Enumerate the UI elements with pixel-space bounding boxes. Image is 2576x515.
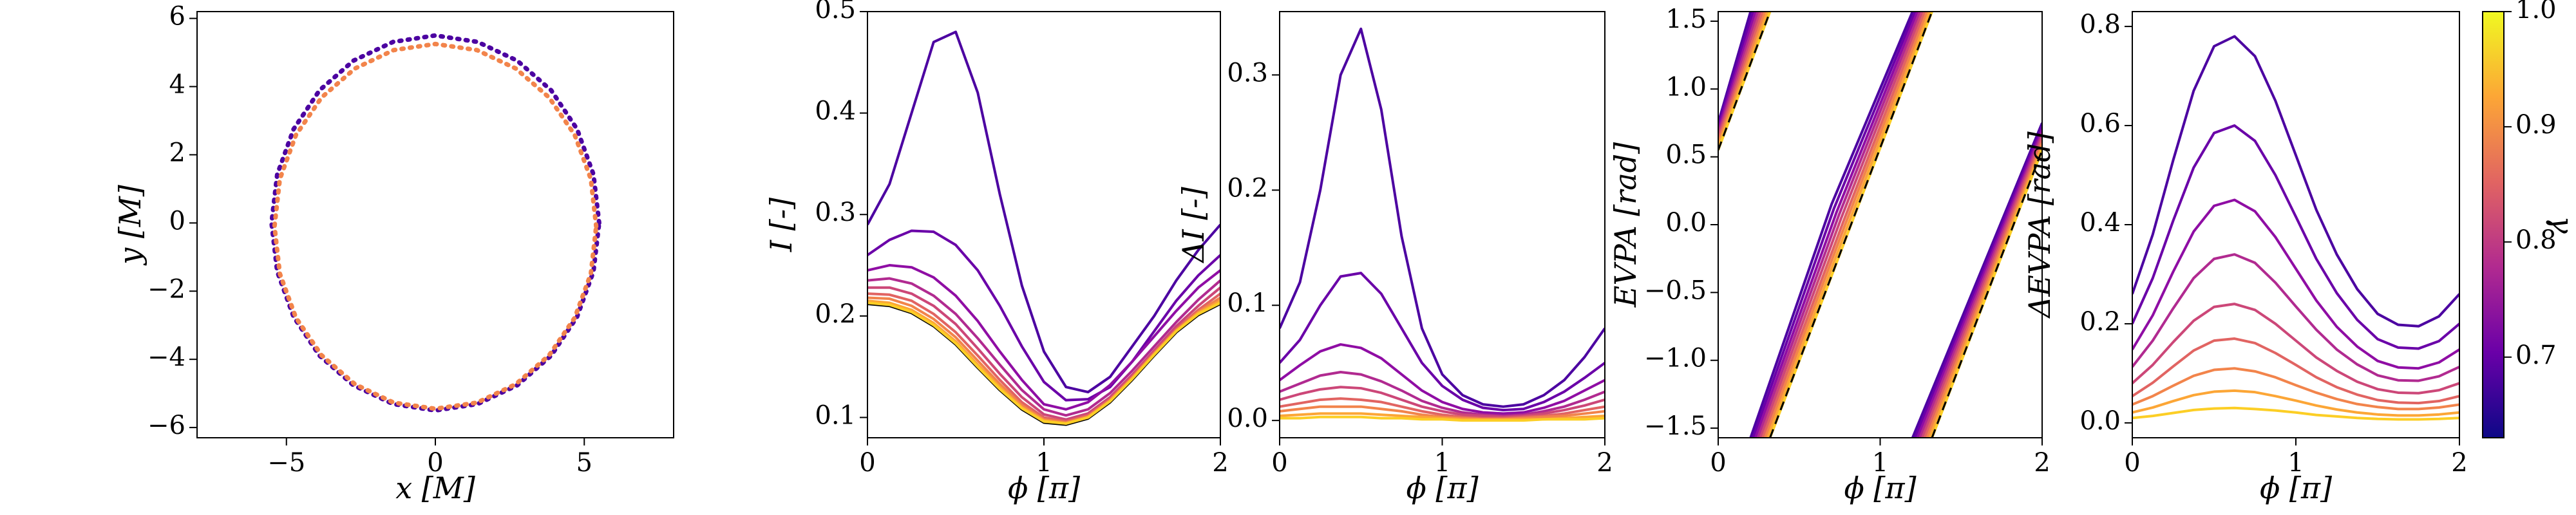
- data-line: [867, 264, 1220, 411]
- data-line: [867, 30, 1220, 394]
- y-tick-label: 0.2: [1227, 173, 1268, 203]
- data-line: [2132, 303, 2459, 395]
- y-tick-label: 0.0: [1665, 208, 1707, 238]
- x-tick-label: 2: [1212, 448, 1228, 478]
- y-tick-label: −4: [147, 342, 185, 372]
- y-axis-label: ΔI [-]: [1176, 187, 1211, 264]
- data-line: [1718, 12, 2042, 438]
- x-tick-label: −5: [267, 448, 305, 478]
- y-tick-label: 0.2: [815, 299, 856, 329]
- data-line: [867, 301, 1220, 425]
- x-axis-label: ϕ [π]: [1406, 471, 1478, 505]
- y-axis-label: ΔEVPA [rad]: [2022, 131, 2057, 319]
- x-tick-label: 5: [576, 448, 592, 478]
- x-tick-label: 1: [1036, 448, 1052, 478]
- colorbar-tick-label: 0.8: [2515, 225, 2557, 255]
- data-line: [2132, 406, 2459, 421]
- data-line: [2132, 35, 2459, 328]
- y-axis-label: EVPA [rad]: [1608, 142, 1643, 308]
- y-tick-label: 1.0: [1665, 72, 1707, 102]
- y-tick-label: 0.8: [2079, 10, 2121, 39]
- data-line: [867, 286, 1220, 421]
- data-line: [1280, 397, 1605, 420]
- y-tick-label: 0.6: [2079, 109, 2121, 138]
- data-line: [867, 277, 1220, 417]
- data-line: [2132, 253, 2459, 382]
- data-line: [1718, 12, 2042, 438]
- data-line: [2132, 367, 2459, 411]
- y-axis-label: y [M]: [113, 185, 147, 266]
- data-line: [1718, 12, 2042, 438]
- x-tick-label: 0: [427, 448, 443, 478]
- data-line: [1718, 12, 2042, 438]
- y-tick-label: 0.0: [1227, 404, 1268, 433]
- y-tick-label: −0.5: [1644, 276, 1707, 305]
- y-tick-label: 0.5: [815, 0, 856, 24]
- data-line: [2132, 198, 2459, 370]
- x-tick-label: 0: [859, 448, 875, 478]
- colorbar-tick-label: 0.7: [2515, 341, 2557, 370]
- axes-frame: [196, 11, 674, 438]
- x-tick-label: 0: [1271, 448, 1287, 478]
- data-line: [269, 33, 601, 413]
- colorbar-tick-label: 0.9: [2515, 110, 2557, 140]
- x-tick-label: 1: [1434, 448, 1450, 478]
- x-tick-label: 2: [1596, 448, 1613, 478]
- x-axis-label: ϕ [π]: [1844, 471, 1916, 505]
- x-tick-label: 1: [1872, 448, 1888, 478]
- data-line: [1718, 12, 2042, 438]
- y-tick-label: −2: [147, 274, 185, 304]
- x-axis-label: ϕ [π]: [1008, 471, 1080, 505]
- data-line: [1718, 12, 2042, 438]
- data-line: [1280, 343, 1605, 415]
- y-tick-label: 0.1: [815, 400, 856, 430]
- data-line: [2132, 389, 2459, 417]
- colorbar-label: γ: [2545, 216, 2576, 234]
- data-line: [1718, 12, 2042, 438]
- x-tick-label: 0: [2124, 448, 2140, 478]
- x-tick-label: 2: [2451, 448, 2467, 478]
- data-line: [1280, 415, 1605, 422]
- y-tick-label: −6: [147, 411, 185, 440]
- y-tick-label: 0.3: [815, 198, 856, 227]
- data-line: [1280, 386, 1605, 418]
- y-tick-label: 0.0: [2079, 406, 2121, 436]
- x-tick-label: 1: [2287, 448, 2304, 478]
- y-axis-label: I [-]: [764, 198, 799, 252]
- data-line: [867, 229, 1220, 402]
- data-line: [272, 41, 599, 411]
- data-line: [1718, 12, 2042, 438]
- data-line: [2132, 337, 2459, 405]
- y-tick-label: 0.4: [2079, 208, 2121, 238]
- x-axis-label: x [M]: [395, 471, 475, 505]
- y-tick-label: 2: [169, 138, 185, 167]
- data-line: [1718, 12, 2042, 438]
- axes-frame: [1718, 11, 2043, 438]
- y-tick-label: 0.3: [1227, 58, 1268, 88]
- y-tick-label: 0.4: [815, 97, 856, 126]
- data-line: [2132, 124, 2459, 350]
- axes-frame: [2132, 11, 2460, 438]
- axes-frame: [867, 11, 1221, 438]
- x-tick-label: 2: [2034, 448, 2050, 478]
- y-tick-label: −1.0: [1644, 344, 1707, 373]
- x-axis-label: ϕ [π]: [2260, 471, 2332, 505]
- y-tick-label: 1.5: [1665, 5, 1707, 34]
- y-tick-label: 4: [169, 70, 185, 100]
- y-tick-label: −1.5: [1644, 411, 1707, 441]
- y-tick-label: 0: [169, 206, 185, 236]
- colorbar: [2482, 11, 2505, 438]
- colorbar-tick-label: 1.0: [2515, 0, 2557, 24]
- data-line: [1280, 272, 1605, 412]
- data-line: [1280, 371, 1605, 418]
- data-line: [1280, 27, 1605, 408]
- y-tick-label: 0.5: [1665, 140, 1707, 170]
- y-tick-label: 0.1: [1227, 288, 1268, 318]
- x-tick-label: 0: [1710, 448, 1726, 478]
- y-tick-label: 6: [169, 2, 185, 32]
- data-line: [1718, 12, 2042, 438]
- y-tick-label: 0.2: [2079, 307, 2121, 337]
